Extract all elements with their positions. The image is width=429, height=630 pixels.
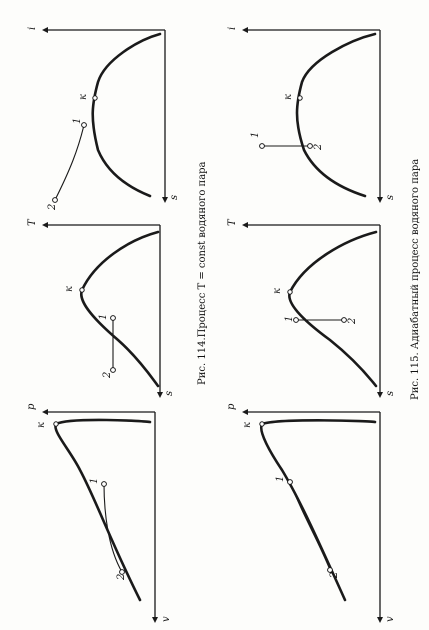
pv-axis-v-label: v <box>385 616 396 622</box>
process-line <box>54 124 85 201</box>
point-2 <box>52 197 58 203</box>
critical-point-label: к <box>36 422 47 428</box>
saturation-curve <box>259 419 377 602</box>
critical-point <box>287 289 293 295</box>
point-1-label: 1 <box>250 132 261 138</box>
point-1 <box>259 143 265 149</box>
Ts-axis-T-label: T <box>227 218 238 226</box>
critical-point <box>297 95 303 101</box>
critical-point-label: к <box>64 286 75 292</box>
Ts-axis-T-arrow <box>242 222 248 228</box>
point-1-label: 1 <box>72 118 83 124</box>
diagram-fig114-pv: p v к 1 2 <box>26 403 172 623</box>
saturation-curve <box>288 230 378 388</box>
figure-caption-115: Рис. 115. Адиабатный процесс водяного па… <box>410 159 421 400</box>
critical-point <box>79 287 85 293</box>
critical-point-label: к <box>78 94 89 100</box>
point-2 <box>119 569 125 575</box>
is-axis-i-arrow <box>242 27 248 33</box>
point-2 <box>110 367 116 373</box>
is-axis-s-label: s <box>169 195 180 200</box>
point-2-label: 2 <box>347 318 358 325</box>
point-1 <box>287 479 293 485</box>
critical-point-label: к <box>283 94 294 100</box>
is-axis-i-label: i <box>27 27 38 30</box>
point-1 <box>81 122 87 128</box>
critical-point <box>92 95 98 101</box>
Ts-axis-T-label: T <box>27 218 38 226</box>
point-1 <box>293 317 299 323</box>
critical-point-label: к <box>272 288 283 294</box>
point-2 <box>341 317 347 323</box>
diagram-fig115-pv: p v к 1 2 <box>226 403 396 623</box>
is-axis-s-arrow <box>377 197 383 203</box>
Ts-axis-s-label: s <box>385 391 396 396</box>
point-1-label: 1 <box>275 476 286 482</box>
point-1-label: 1 <box>284 316 295 322</box>
pv-axis-v-label: v <box>161 616 172 622</box>
point-2-label: 2 <box>102 372 113 379</box>
saturation-curve <box>54 418 152 602</box>
is-axis-s-arrow <box>162 197 168 203</box>
process-line <box>289 481 331 571</box>
point-2-label: 2 <box>116 574 127 581</box>
point-2 <box>327 567 333 573</box>
pv-axis-p-arrow <box>242 409 248 415</box>
saturation-curve <box>79 230 160 388</box>
point-1-label: 1 <box>89 478 100 484</box>
critical-point <box>53 421 59 427</box>
saturation-curve <box>295 32 377 198</box>
critical-point-label: к <box>242 422 253 428</box>
pv-axis-v-arrow <box>377 617 383 623</box>
pv-axis-v-arrow <box>152 617 158 623</box>
pv-axis-p-label: p <box>226 403 237 410</box>
point-2-label: 2 <box>329 572 340 579</box>
point-2-label: 2 <box>313 144 324 151</box>
point-2-label: 2 <box>47 204 58 211</box>
is-axis-i-label: i <box>227 27 238 30</box>
is-axis-s-label: s <box>385 195 396 200</box>
Ts-axis-s-arrow <box>377 392 383 398</box>
critical-point <box>259 421 265 427</box>
Ts-axis-T-arrow <box>42 222 48 228</box>
diagram-fig115-Ts: T s к 1 2 <box>227 218 396 398</box>
process-line <box>103 483 123 573</box>
pv-axis-p-label: p <box>26 403 37 410</box>
point-1 <box>101 481 107 487</box>
diagram-fig115-is: i s к 1 2 <box>227 27 396 203</box>
pv-axis-p-arrow <box>42 409 48 415</box>
Ts-axis-s-label: s <box>164 391 175 396</box>
point-1 <box>110 315 116 321</box>
diagram-fig114-Ts: T s к 1 2 <box>27 218 175 398</box>
point-1-label: 1 <box>98 314 109 320</box>
Ts-axis-s-arrow <box>157 392 163 398</box>
is-axis-i-arrow <box>42 27 48 33</box>
point-2 <box>307 143 313 149</box>
saturation-curve <box>91 32 162 198</box>
figure-caption-114: Рис. 114.Процесс T = const водяного пара <box>197 161 208 385</box>
diagram-fig114-is: i s к 1 2 <box>27 27 180 211</box>
